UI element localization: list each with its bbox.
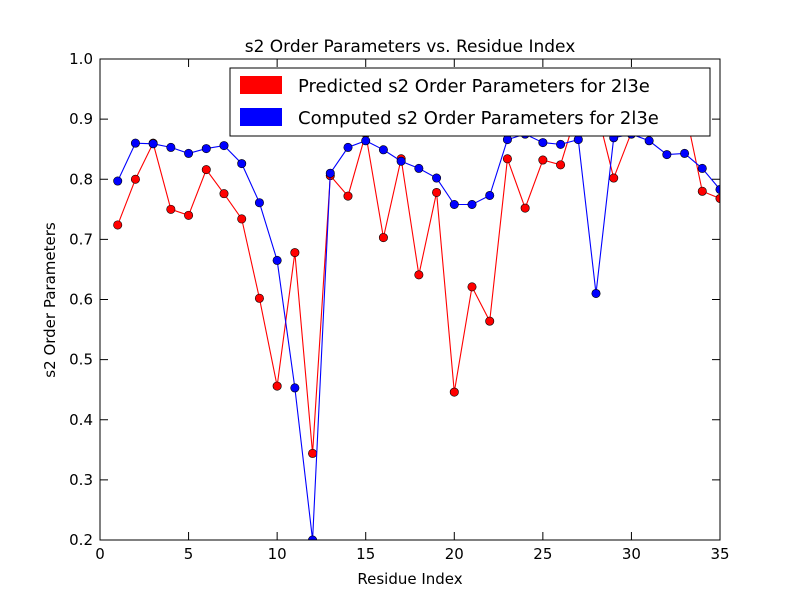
data-point-computed bbox=[237, 159, 247, 169]
data-point-computed bbox=[254, 198, 264, 208]
y-tick-label: 0.4 bbox=[69, 411, 93, 429]
data-point-predicted bbox=[130, 174, 140, 184]
data-point-computed bbox=[432, 173, 442, 183]
data-point-computed bbox=[485, 190, 495, 200]
data-point-predicted bbox=[272, 381, 282, 391]
data-point-computed bbox=[343, 142, 353, 152]
data-point-predicted bbox=[432, 187, 442, 197]
x-tick-label: 35 bbox=[710, 545, 729, 563]
data-point-computed bbox=[219, 141, 229, 151]
data-point-computed bbox=[272, 255, 282, 265]
y-tick-label: 0.6 bbox=[69, 291, 93, 309]
x-tick-label: 25 bbox=[533, 545, 552, 563]
data-point-predicted bbox=[184, 210, 194, 220]
data-point-computed bbox=[130, 138, 140, 148]
data-point-predicted bbox=[502, 154, 512, 164]
data-point-computed bbox=[467, 200, 477, 210]
x-tick-label: 15 bbox=[356, 545, 375, 563]
data-point-predicted bbox=[485, 316, 495, 326]
data-point-predicted bbox=[697, 186, 707, 196]
data-point-predicted bbox=[556, 160, 566, 170]
data-point-computed bbox=[680, 148, 690, 158]
x-tick-label: 0 bbox=[95, 545, 105, 563]
legend-swatch-computed bbox=[240, 108, 282, 126]
data-point-computed bbox=[201, 144, 211, 154]
data-point-computed bbox=[290, 383, 300, 393]
x-tick-label: 10 bbox=[268, 545, 287, 563]
legend-label-predicted: Predicted s2 Order Parameters for 2l3e bbox=[298, 76, 650, 97]
legend-label-computed: Computed s2 Order Parameters for 2l3e bbox=[298, 108, 659, 129]
data-point-computed bbox=[697, 163, 707, 173]
data-point-predicted bbox=[113, 220, 123, 230]
data-point-predicted bbox=[201, 165, 211, 175]
data-point-computed bbox=[556, 139, 566, 149]
y-tick-label: 0.5 bbox=[69, 351, 93, 369]
data-point-computed bbox=[449, 200, 459, 210]
data-point-computed bbox=[644, 136, 654, 146]
x-axis-label: Residue Index bbox=[357, 570, 462, 588]
data-point-computed bbox=[184, 148, 194, 158]
data-point-computed bbox=[573, 135, 583, 145]
data-point-computed bbox=[662, 150, 672, 160]
data-point-predicted bbox=[219, 189, 229, 199]
data-point-predicted bbox=[449, 387, 459, 397]
x-tick-label: 20 bbox=[445, 545, 464, 563]
data-point-computed bbox=[396, 156, 406, 166]
data-point-predicted bbox=[538, 155, 548, 165]
legend-swatch-predicted bbox=[240, 76, 282, 94]
data-point-predicted bbox=[414, 270, 424, 280]
data-point-computed bbox=[166, 142, 176, 152]
data-point-computed bbox=[378, 145, 388, 155]
y-axis-label: s2 Order Parameters bbox=[41, 222, 59, 378]
y-tick-label: 0.8 bbox=[69, 170, 93, 188]
x-tick-label: 30 bbox=[622, 545, 641, 563]
data-point-predicted bbox=[378, 233, 388, 243]
data-point-predicted bbox=[290, 248, 300, 258]
data-point-predicted bbox=[609, 173, 619, 183]
data-point-predicted bbox=[308, 448, 318, 458]
legend-box bbox=[229, 67, 711, 137]
data-point-computed bbox=[113, 176, 123, 186]
data-point-predicted bbox=[520, 203, 530, 213]
y-tick-label: 0.7 bbox=[69, 230, 93, 248]
y-tick-label: 0.3 bbox=[69, 471, 93, 489]
data-point-computed bbox=[414, 163, 424, 173]
data-point-computed bbox=[502, 135, 512, 145]
data-point-predicted bbox=[166, 204, 176, 214]
data-point-computed bbox=[361, 136, 371, 146]
x-tick-label: 5 bbox=[184, 545, 194, 563]
data-point-predicted bbox=[237, 214, 247, 224]
data-point-predicted bbox=[467, 282, 477, 292]
data-point-predicted bbox=[254, 293, 264, 303]
data-point-computed bbox=[325, 168, 335, 178]
y-tick-label: 0.2 bbox=[69, 531, 93, 549]
data-point-computed bbox=[591, 288, 601, 298]
data-point-computed bbox=[148, 139, 158, 149]
y-tick-label: 0.9 bbox=[69, 110, 93, 128]
legend: Predicted s2 Order Parameters for 2l3e C… bbox=[229, 67, 711, 137]
chart-title: s2 Order Parameters vs. Residue Index bbox=[245, 37, 576, 57]
data-point-predicted bbox=[343, 191, 353, 201]
data-point-computed bbox=[538, 138, 548, 148]
y-tick-label: 1.0 bbox=[69, 50, 93, 68]
